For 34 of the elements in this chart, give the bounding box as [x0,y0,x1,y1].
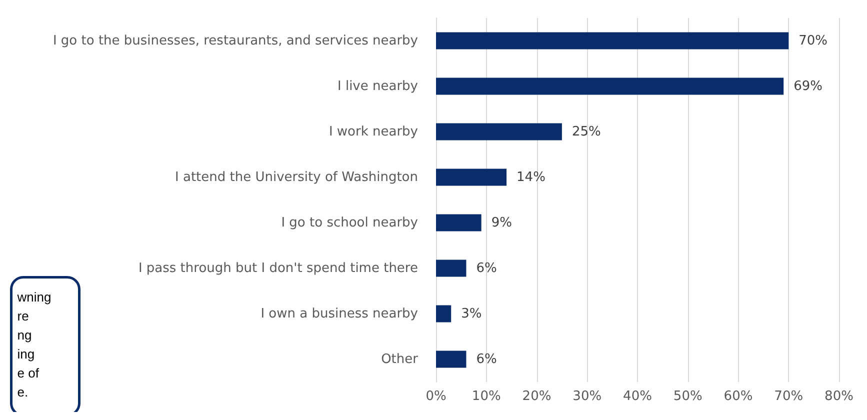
y-tick-label: I pass through but I don't spend time there [138,260,418,276]
y-tick-label: I own a business nearby [260,306,418,322]
x-tick-label: 60% [724,389,753,404]
y-tick-label: Other [381,352,419,367]
data-label: 6% [476,352,497,367]
data-label: 9% [491,215,512,230]
y-tick-label: I go to school nearby [281,215,418,230]
bar [436,168,507,186]
bar [436,78,784,95]
x-tick-label: 30% [572,389,602,404]
x-tick-label: 70% [774,389,804,404]
x-tick-label: 50% [673,389,702,404]
data-label: 69% [794,78,822,94]
y-tick-label: I live nearby [337,78,418,94]
bar [436,214,482,232]
data-label: 3% [461,306,482,322]
x-tick-label: 20% [522,389,552,404]
data-label: 25% [572,124,601,140]
y-tick-label: I work nearby [328,124,418,140]
bar [436,350,466,368]
data-label: 6% [476,260,497,276]
bar [436,32,789,50]
x-tick-label: 10% [472,389,501,404]
x-tick-label: 40% [623,389,652,404]
y-tick-label: I go to the businesses, restaurants, and services nearby [52,33,418,48]
text: wning re ng ing e of e. [16,289,52,400]
bar [436,305,452,322]
data-label: 14% [516,170,546,185]
data-label: 70% [798,33,828,48]
bar [436,260,466,277]
y-tick-label: I attend the University of Washington [175,170,418,185]
bar [436,123,562,140]
x-tick-label: 0% [426,389,446,404]
x-tick-label: 80% [824,389,854,404]
